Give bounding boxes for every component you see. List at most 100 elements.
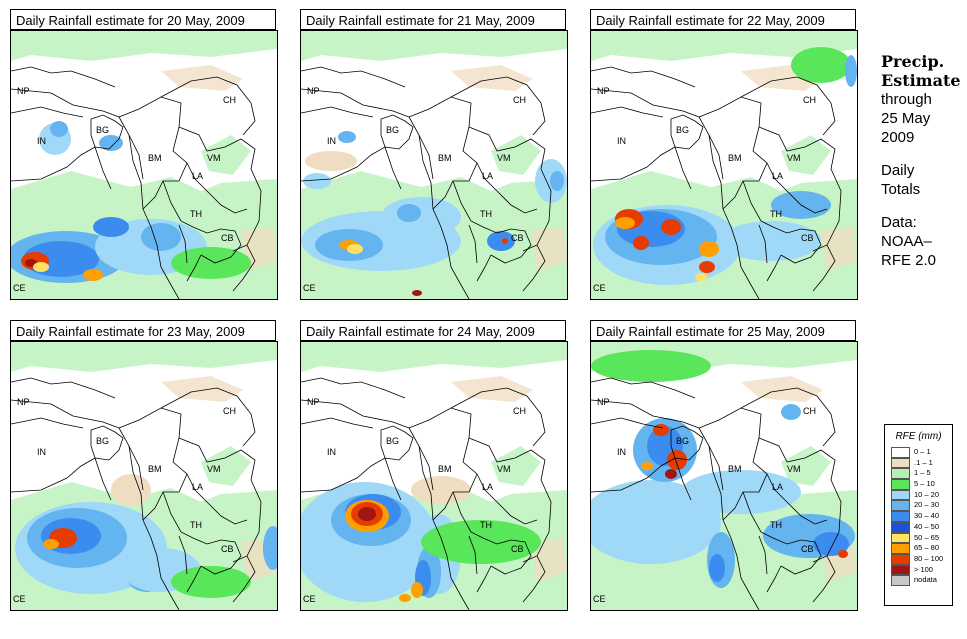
country-label-bg: BG (96, 436, 109, 446)
legend-row: > 100 (885, 564, 952, 576)
country-border (591, 88, 700, 118)
country-label-cb: CB (511, 544, 524, 554)
caption-daily-line1: Daily (881, 162, 915, 179)
legend-swatch (891, 532, 910, 544)
country-label-bg: BG (96, 125, 109, 135)
country-border (722, 208, 760, 299)
country-border (408, 407, 478, 521)
caption-data-line1: Data: (881, 214, 917, 231)
country-border (432, 519, 470, 610)
country-border (468, 224, 478, 264)
caption-through: through (881, 91, 932, 108)
country-label-th: TH (770, 520, 782, 530)
country-border (758, 535, 768, 575)
country-label-cb: CB (511, 233, 524, 243)
country-label-in: IN (617, 136, 626, 146)
country-border (591, 399, 700, 429)
country-border (708, 134, 724, 180)
caption-data-line2: NOAA– (881, 233, 932, 250)
country-border (178, 535, 188, 575)
country-label-ce: CE (13, 283, 26, 293)
legend-row: 50 – 65 (885, 532, 952, 544)
rain-cell (397, 204, 421, 222)
rainfall-map-svg: NP IN BG BM CH VM LA TH CB CE (11, 342, 277, 610)
rain-cell (633, 236, 649, 250)
country-border (408, 96, 478, 210)
country-label-ce: CE (303, 594, 316, 604)
caption-data-line3: RFE 2.0 (881, 252, 937, 269)
rainfall-map-svg: NP IN BG BM CH VM LA TH CB CE (301, 31, 567, 299)
country-border (301, 146, 386, 182)
country-border (380, 114, 414, 150)
legend-label: > 100 (914, 564, 933, 574)
map-panel-4: Daily Rainfall estimate for 23 May, 2009… (10, 320, 278, 612)
country-border (591, 457, 676, 493)
country-label-ch: CH (513, 95, 526, 105)
country-border (178, 437, 262, 563)
country-border (178, 126, 262, 252)
country-label-np: NP (17, 86, 30, 96)
country-border (452, 491, 532, 575)
panel-title: Daily Rainfall estimate for 25 May, 2009 (590, 320, 856, 341)
country-border (301, 457, 386, 493)
map-panel-1: Daily Rainfall estimate for 20 May, 2009… (10, 9, 278, 301)
country-label-in: IN (327, 136, 336, 146)
country-label-in: IN (617, 447, 626, 457)
legend-swatch (891, 575, 910, 586)
legend-swatch (891, 500, 910, 512)
country-border (118, 116, 144, 210)
country-label-cb: CB (221, 233, 234, 243)
country-border (522, 555, 546, 603)
country-border (90, 425, 124, 461)
map-panel-2: Daily Rainfall estimate for 21 May, 2009… (300, 9, 568, 301)
country-border (742, 180, 822, 264)
legend-label: 1 – 5 (914, 468, 931, 478)
country-border (674, 146, 692, 190)
rain-cell (709, 554, 725, 582)
legend-label: 65 – 80 (914, 543, 940, 553)
country-label-bm: BM (148, 464, 162, 474)
country-border (11, 399, 120, 429)
country-border (476, 565, 492, 593)
map-panel-6: Daily Rainfall estimate for 25 May, 2009… (590, 320, 858, 612)
rain-shade (591, 31, 857, 61)
rain-shade (451, 376, 533, 402)
country-border (186, 473, 248, 525)
country-border (301, 377, 406, 399)
country-border (812, 244, 836, 292)
rainfall-map-svg: NP IN BG BM CH VM LA TH CB CE (591, 31, 857, 299)
country-border (11, 146, 96, 182)
rain-cell (838, 550, 848, 558)
legend-swatch (891, 468, 910, 480)
legend-row: 10 – 20 (885, 489, 952, 501)
panel-title: Daily Rainfall estimate for 20 May, 2009 (10, 9, 276, 30)
country-border (232, 555, 256, 603)
country-border (118, 427, 144, 521)
panel-title: Daily Rainfall estimate for 22 May, 2009 (590, 9, 856, 30)
country-border (232, 244, 256, 292)
country-label-ce: CE (13, 594, 26, 604)
rain-cell (111, 474, 151, 506)
rain-shade (821, 227, 857, 271)
legend-label: 10 – 20 (914, 489, 940, 499)
country-border (591, 146, 676, 182)
caption-date-line2: 2009 (881, 129, 915, 146)
legend-label: 50 – 65 (914, 532, 940, 542)
legend-swatch (891, 489, 910, 501)
country-label-la: LA (772, 171, 783, 181)
rain-cell (791, 47, 851, 83)
rain-shade (201, 446, 251, 486)
legend-label: .1 – 1 (914, 457, 933, 467)
country-border (468, 126, 552, 252)
country-label-ce: CE (593, 283, 606, 293)
rain-cell (641, 462, 653, 470)
country-border (186, 254, 202, 282)
country-label-th: TH (480, 520, 492, 530)
rain-shade (11, 342, 277, 372)
rain-cell (99, 135, 123, 151)
country-border (418, 134, 434, 180)
panel-title: Daily Rainfall estimate for 23 May, 2009 (10, 320, 276, 341)
country-label-ce: CE (593, 594, 606, 604)
country-label-vm: VM (497, 153, 511, 163)
country-border (162, 180, 242, 264)
